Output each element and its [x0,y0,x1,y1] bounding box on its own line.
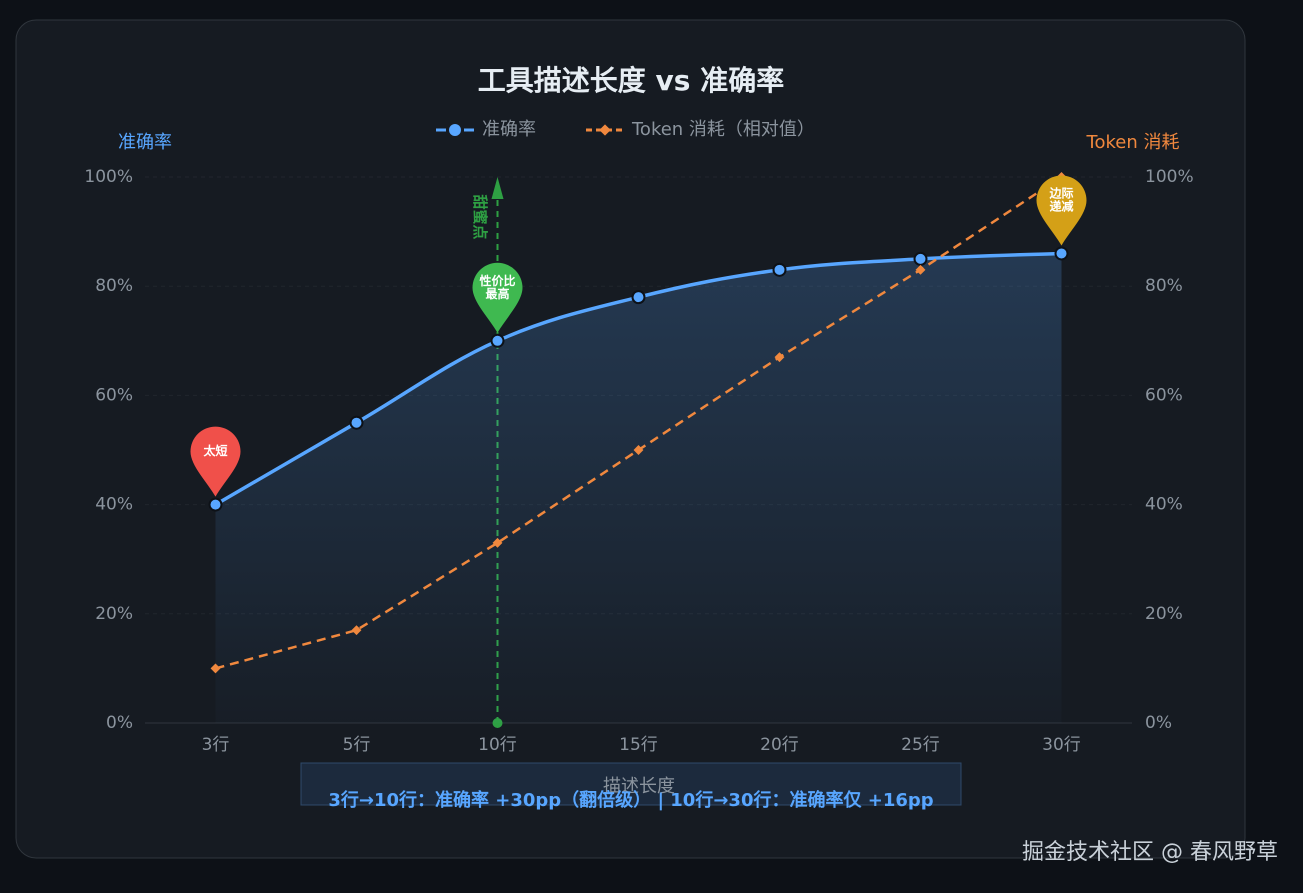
note: 3行→10行：准确率 +30pp（翻倍级） | 10行→30行：准确率仅 +16… [328,789,933,811]
pin [472,262,523,333]
legend-label: Token 消耗（相对值） [631,119,815,140]
y2-tick-label: 0% [1145,713,1172,733]
x-tick-label: 5行 [343,735,371,755]
y-tick-label: 0% [106,713,133,733]
area [215,253,1062,723]
point [631,290,646,305]
pin-label: 最高 [485,286,509,301]
x-tick-label: 30行 [1042,735,1081,755]
y-tick-label: 100% [84,167,133,187]
x-tick-label: 25行 [901,735,940,755]
point [915,264,926,275]
pin-label: 太短 [203,443,227,458]
point [490,333,505,348]
pin-label: 递减 [1049,198,1073,213]
watermark: 掘金技术社区 @ 春风野草 [1022,840,1278,865]
note-box [300,762,962,806]
x-axis-label: 描述长度 [603,776,675,797]
y-tick-label: 60% [95,385,133,405]
legend-marker [449,124,461,136]
mark-line-label: 甜蜜点 [471,194,489,239]
pin-label: 性价比 [478,273,515,288]
y-axis-label: 准确率 [118,132,172,153]
y2-tick-label: 60% [1145,385,1183,405]
pin [1036,175,1087,246]
x-tick-label: 3行 [202,735,230,755]
point [772,262,787,277]
point [349,415,364,430]
y2-tick-label: 100% [1145,167,1194,187]
y-tick-label: 40% [95,495,133,515]
point [492,537,503,548]
y2-tick-label: 80% [1145,276,1183,296]
y-tick-label: 20% [95,604,133,624]
x-tick-label: 10行 [478,735,517,755]
pin [190,426,241,497]
point [351,625,362,636]
pin-label: 边际 [1048,185,1073,200]
y-tick-label: 80% [95,276,133,296]
point [210,663,221,674]
chart-title: 工具描述长度 vs 准确率 [478,64,784,97]
x-tick-label: 20行 [760,735,799,755]
y2-axis-label: Token 消耗 [1086,132,1180,153]
point [774,352,785,363]
mark-line-arrow [491,177,504,199]
legend-label: 准确率 [482,119,536,140]
point [208,497,223,512]
point [913,251,928,266]
point [1054,246,1069,261]
y2-tick-label: 20% [1145,604,1183,624]
y2-tick-label: 40% [1145,495,1183,515]
x-tick-label: 15行 [619,735,658,755]
point [633,445,644,455]
